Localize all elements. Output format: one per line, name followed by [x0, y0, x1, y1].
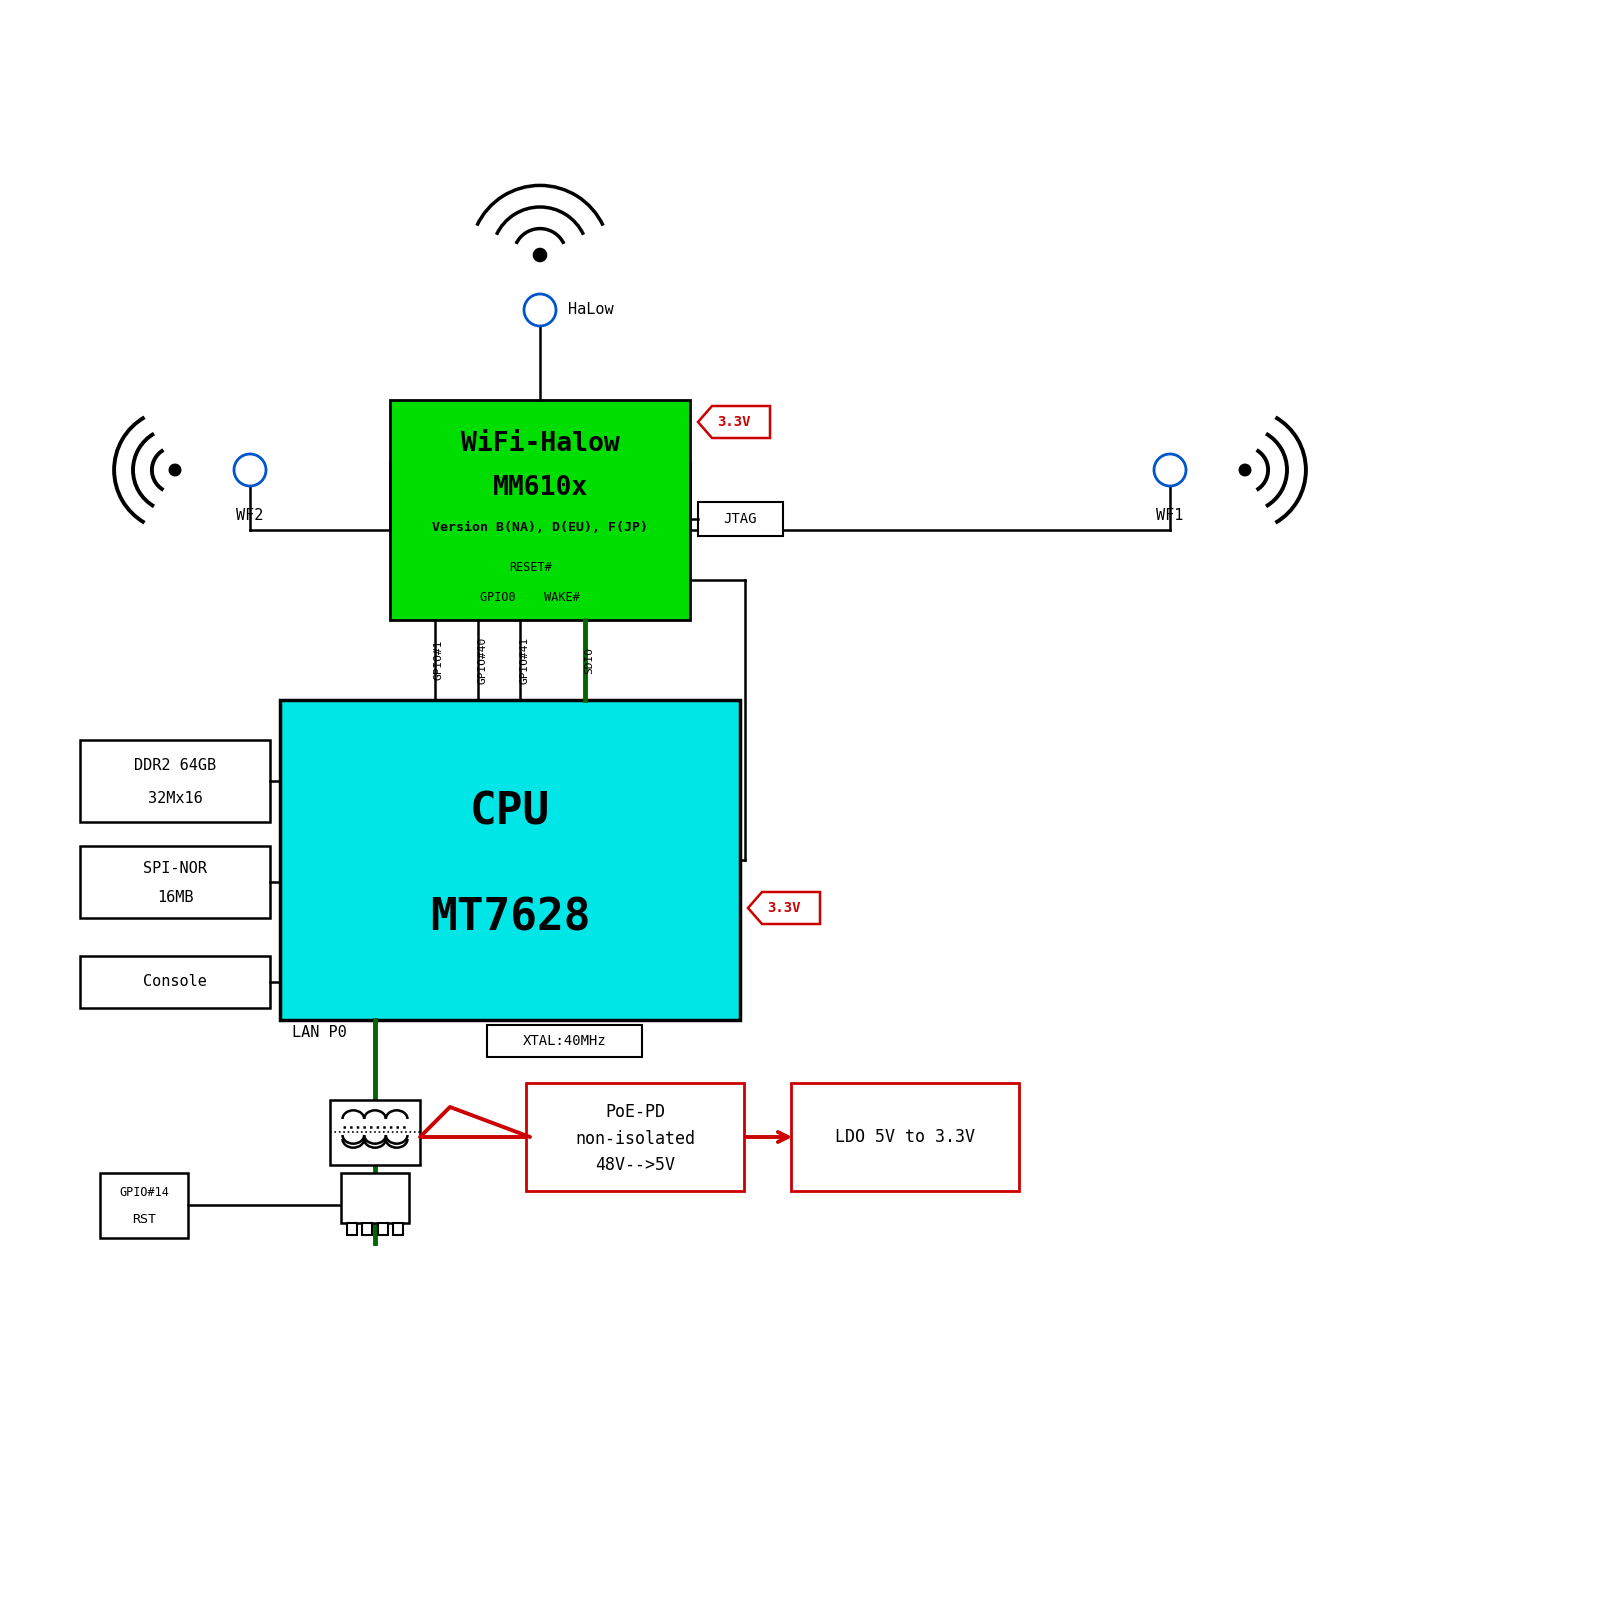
FancyBboxPatch shape — [341, 1173, 410, 1222]
Text: XTAL:40MHz: XTAL:40MHz — [523, 1034, 606, 1048]
FancyBboxPatch shape — [390, 400, 690, 619]
Polygon shape — [749, 893, 819, 925]
FancyBboxPatch shape — [526, 1083, 744, 1190]
Text: Console: Console — [142, 974, 206, 989]
Text: JTAG: JTAG — [723, 512, 757, 526]
Circle shape — [170, 464, 181, 475]
FancyBboxPatch shape — [80, 845, 270, 918]
Text: GPIO#14: GPIO#14 — [118, 1186, 170, 1198]
Circle shape — [1240, 464, 1251, 475]
Text: WiFi-Halow: WiFi-Halow — [461, 430, 619, 458]
FancyBboxPatch shape — [394, 1222, 403, 1235]
Text: RESET#: RESET# — [509, 560, 552, 574]
Text: Version B(NA), D(EU), F(JP): Version B(NA), D(EU), F(JP) — [432, 522, 648, 534]
Text: GPIO#41: GPIO#41 — [518, 637, 530, 683]
FancyBboxPatch shape — [80, 739, 270, 822]
Circle shape — [533, 248, 547, 261]
Text: SPI-NOR: SPI-NOR — [142, 861, 206, 877]
Text: GPIO#1: GPIO#1 — [434, 640, 443, 680]
Text: 32Mx16: 32Mx16 — [147, 790, 202, 806]
Text: SDIO: SDIO — [584, 646, 594, 674]
Text: WF1: WF1 — [1157, 509, 1184, 523]
Text: RST: RST — [131, 1213, 157, 1226]
FancyBboxPatch shape — [280, 701, 739, 1021]
Text: 3.3V: 3.3V — [717, 414, 750, 429]
Text: 48V-->5V: 48V-->5V — [595, 1155, 675, 1174]
Text: PoE-PD: PoE-PD — [605, 1102, 666, 1122]
FancyBboxPatch shape — [347, 1222, 357, 1235]
FancyBboxPatch shape — [99, 1173, 189, 1237]
Text: GPIO0    WAKE#: GPIO0 WAKE# — [480, 592, 579, 605]
Text: DDR2 64GB: DDR2 64GB — [134, 758, 216, 773]
Text: non-isolated: non-isolated — [574, 1130, 694, 1149]
FancyBboxPatch shape — [790, 1083, 1019, 1190]
Text: HaLow: HaLow — [568, 302, 614, 317]
Text: WF2: WF2 — [237, 509, 264, 523]
Text: CPU: CPU — [470, 790, 550, 834]
FancyBboxPatch shape — [698, 502, 782, 536]
Text: 16MB: 16MB — [157, 890, 194, 906]
Polygon shape — [698, 406, 770, 438]
FancyBboxPatch shape — [330, 1099, 419, 1165]
Text: MT7628: MT7628 — [430, 896, 590, 939]
Text: MM610x: MM610x — [493, 475, 587, 501]
Text: 3.3V: 3.3V — [768, 901, 800, 915]
Text: GPIO#40: GPIO#40 — [477, 637, 486, 683]
FancyBboxPatch shape — [80, 955, 270, 1008]
FancyBboxPatch shape — [363, 1222, 373, 1235]
FancyBboxPatch shape — [486, 1026, 642, 1058]
Text: LDO 5V to 3.3V: LDO 5V to 3.3V — [835, 1128, 974, 1146]
Text: LAN P0: LAN P0 — [291, 1026, 347, 1040]
FancyBboxPatch shape — [378, 1222, 387, 1235]
